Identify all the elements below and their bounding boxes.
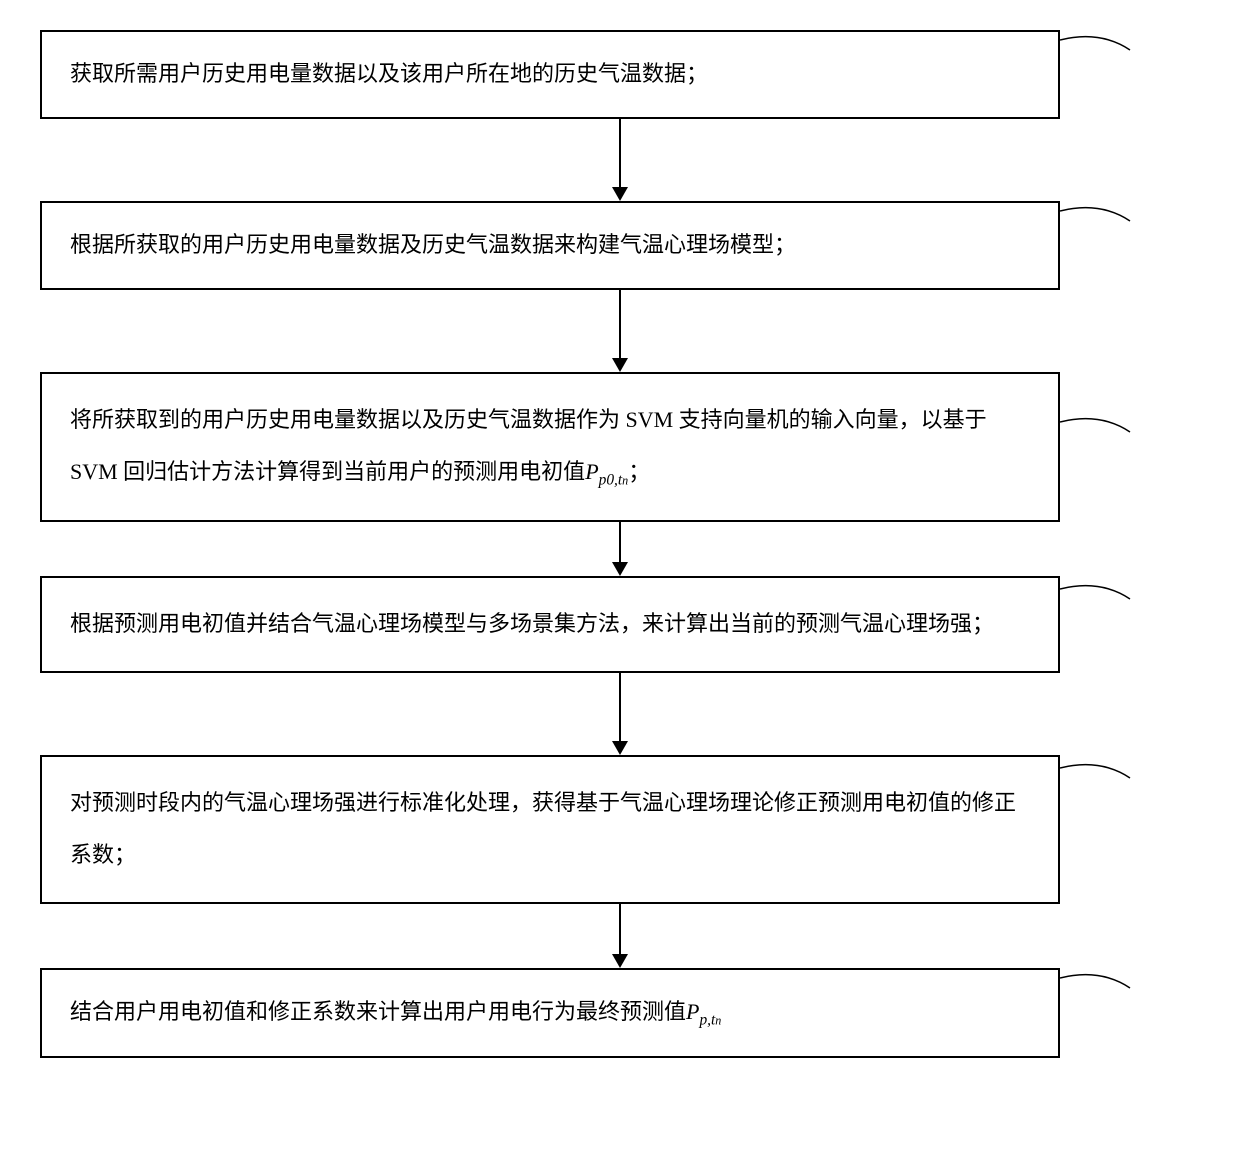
step-102-connector-curve [1060,201,1140,241]
step-103-box: 将所获取到的用户历史用电量数据以及历史气温数据作为 SVM 支持向量机的输入向量… [40,372,1060,522]
step-102-row: 根据所获取的用户历史用电量数据及历史气温数据来构建气温心理场模型； 102 [40,201,1200,290]
step-101-row: 获取所需用户历史用电量数据以及该用户所在地的历史气温数据； 101 [40,30,1200,119]
step-106-row: 结合用户用电初值和修正系数来计算出用户用电行为最终预测值Pp,tn 106 [40,968,1200,1057]
step-104-text: 根据预测用电初值并结合气温心理场模型与多场景集方法，来计算出当前的预测气温心理场… [70,611,994,636]
arrow-1-line [619,119,621,187]
step-103-text: 将所获取到的用户历史用电量数据以及历史气温数据作为 SVM 支持向量机的输入向量… [70,407,987,485]
step-105-row: 对预测时段内的气温心理场强进行标准化处理，获得基于气温心理场理论修正预测用电初值… [40,755,1200,905]
arrow-1 [612,119,628,201]
arrow-4 [612,673,628,755]
arrow-5-line [619,904,621,954]
flowchart-container: 获取所需用户历史用电量数据以及该用户所在地的历史气温数据； 101 根据所获取的… [40,30,1200,1058]
arrow-2-head [612,358,628,372]
step-102-text: 根据所获取的用户历史用电量数据及历史气温数据来构建气温心理场模型； [70,232,796,257]
step-105-box: 对预测时段内的气温心理场强进行标准化处理，获得基于气温心理场理论修正预测用电初值… [40,755,1060,905]
step-104-row: 根据预测用电初值并结合气温心理场模型与多场景集方法，来计算出当前的预测气温心理场… [40,576,1200,673]
arrow-1-head [612,187,628,201]
step-103-row: 将所获取到的用户历史用电量数据以及历史气温数据作为 SVM 支持向量机的输入向量… [40,372,1200,522]
arrow-3 [612,522,628,576]
step-101-connector-curve [1060,30,1140,70]
arrow-2 [612,290,628,372]
arrow-4-line [619,673,621,741]
step-106-text: 结合用户用电初值和修正系数来计算出用户用电行为最终预测值Pp,tn [70,999,721,1024]
step-105-connector-curve [1060,758,1140,798]
arrow-4-head [612,741,628,755]
step-103-connector-curve [1060,412,1140,452]
arrow-3-head [612,562,628,576]
step-105-text: 对预测时段内的气温心理场强进行标准化处理，获得基于气温心理场理论修正预测用电初值… [70,790,1016,868]
step-106-connector-curve [1060,968,1140,1008]
step-101-text: 获取所需用户历史用电量数据以及该用户所在地的历史气温数据； [70,61,708,86]
arrow-5-head [612,954,628,968]
step-104-connector-curve [1060,579,1140,619]
arrow-5 [612,904,628,968]
step-106-box: 结合用户用电初值和修正系数来计算出用户用电行为最终预测值Pp,tn [40,968,1060,1057]
step-104-box: 根据预测用电初值并结合气温心理场模型与多场景集方法，来计算出当前的预测气温心理场… [40,576,1060,673]
step-101-box: 获取所需用户历史用电量数据以及该用户所在地的历史气温数据； [40,30,1060,119]
arrow-3-line [619,522,621,562]
step-102-box: 根据所获取的用户历史用电量数据及历史气温数据来构建气温心理场模型； [40,201,1060,290]
arrow-2-line [619,290,621,358]
